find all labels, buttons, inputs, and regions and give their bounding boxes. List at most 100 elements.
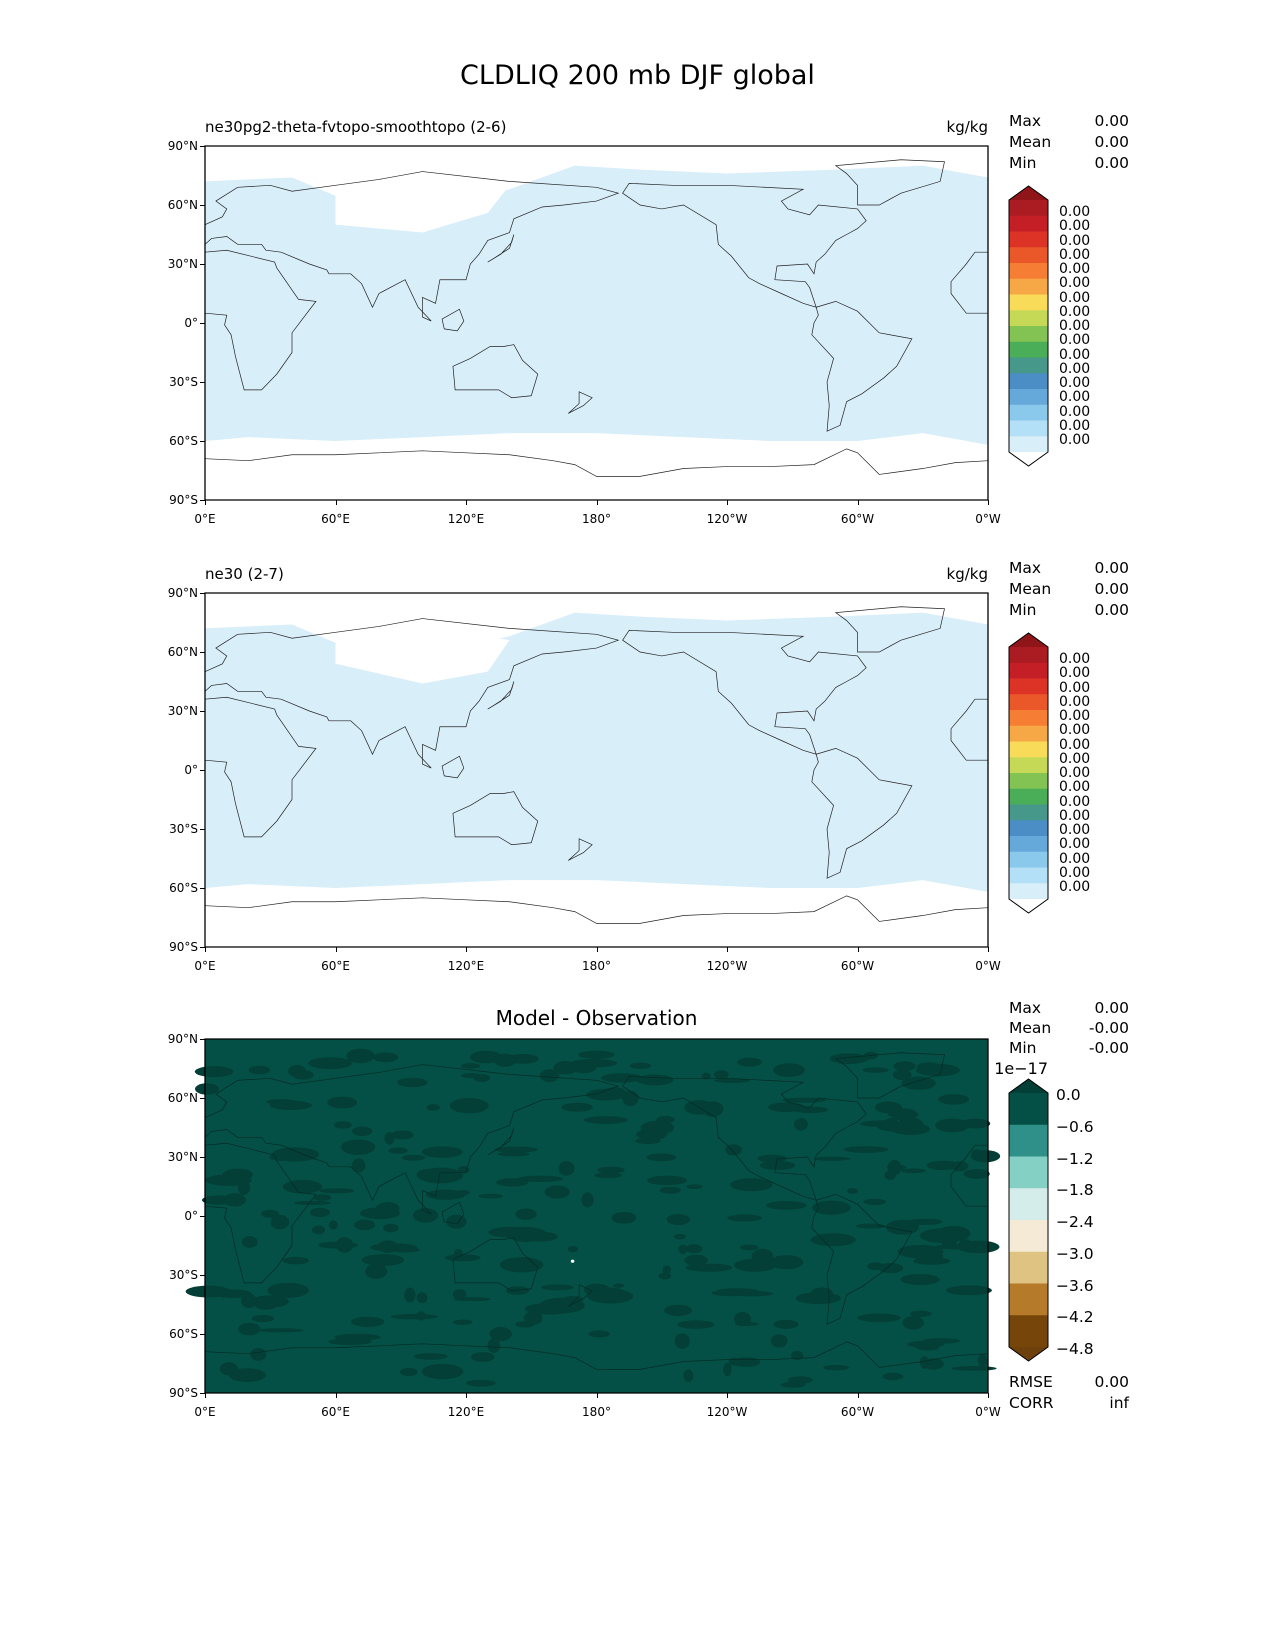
- colorbar-tick-label: 0.00: [1059, 204, 1091, 220]
- colorbar-segment: [1009, 725, 1048, 742]
- difference-patch: [567, 1245, 579, 1253]
- colorbar-segment: [1009, 247, 1048, 264]
- difference-patch: [333, 1121, 352, 1129]
- difference-patch: [515, 1208, 537, 1220]
- colorbar-segment: [1009, 1251, 1048, 1284]
- lat-tick-label: 30°S: [169, 1268, 198, 1282]
- coastline-borneo: [442, 1202, 464, 1224]
- lon-tick-mark: [466, 500, 467, 505]
- difference-patch: [416, 1292, 428, 1304]
- difference-patch: [711, 1289, 756, 1297]
- colorbar-segment: [1009, 278, 1048, 295]
- difference-patch: [390, 1130, 414, 1140]
- coastline-eurasia: [205, 172, 618, 321]
- difference-patch: [383, 1223, 399, 1233]
- colorbar-3: [1008, 1078, 1049, 1362]
- coastline-nz: [568, 1285, 592, 1307]
- colorbar-segment: [1009, 757, 1048, 774]
- lon-tick-mark: [988, 500, 989, 505]
- lat-tick-mark: [200, 652, 205, 653]
- difference-patch: [813, 1156, 851, 1161]
- stat-label: Max: [1009, 559, 1042, 577]
- lon-tick-label: 0°W: [975, 959, 1001, 973]
- lon-tick-label: 180°: [582, 959, 611, 973]
- lon-tick-mark: [727, 500, 728, 505]
- lat-tick-label: 90°S: [169, 940, 198, 954]
- difference-patch: [318, 1241, 359, 1249]
- difference-patch: [812, 1200, 851, 1215]
- lat-tick-mark: [200, 593, 205, 594]
- colorbar-tick-label: 0.00: [1059, 275, 1091, 292]
- difference-patch: [594, 1172, 622, 1179]
- difference-patch: [773, 1063, 805, 1077]
- coastline-samerica: [812, 1194, 912, 1324]
- difference-patch: [583, 1116, 629, 1124]
- lon-tick-mark: [205, 500, 206, 505]
- lat-tick-mark: [200, 441, 205, 442]
- difference-patch: [578, 1050, 615, 1059]
- difference-patch: [810, 1287, 833, 1300]
- colorbar-tick-label: 0.00: [1059, 750, 1091, 767]
- difference-patch: [684, 1254, 708, 1266]
- colorbar-segment: [1009, 804, 1048, 821]
- lat-tick-mark: [200, 1334, 205, 1335]
- colorbar-segment: [1009, 420, 1048, 437]
- stat-label: Mean: [1009, 133, 1052, 151]
- lat-tick-mark: [200, 711, 205, 712]
- difference-patch: [662, 1265, 672, 1275]
- difference-patch: [732, 1180, 763, 1187]
- stat-label: Max: [1009, 112, 1042, 130]
- difference-patch: [412, 1208, 439, 1223]
- difference-patch: [793, 1118, 808, 1131]
- colorbar-tick-label: 0.00: [1059, 332, 1091, 349]
- difference-patch: [951, 1366, 997, 1371]
- lat-tick-label: 60°N: [167, 198, 198, 212]
- stat-value: 0.00: [1094, 601, 1129, 619]
- difference-patch: [733, 1258, 776, 1272]
- difference-patch: [946, 1285, 992, 1296]
- lon-tick-mark: [727, 1393, 728, 1398]
- difference-patch: [465, 1379, 496, 1387]
- difference-patch: [241, 1236, 258, 1248]
- difference-patch: [737, 1057, 763, 1067]
- stat-label: Min: [1009, 1039, 1037, 1057]
- colorbar-extend-max: [1009, 633, 1048, 647]
- difference-patch: [269, 1100, 313, 1110]
- cloud-liquid-field: [205, 612, 988, 892]
- colorbar-tick-label: −1.2: [1056, 1149, 1094, 1168]
- coastline-nz: [568, 839, 592, 861]
- coastline-namerica: [623, 1076, 867, 1200]
- lat-tick-label: 0°: [184, 1209, 198, 1223]
- lat-tick-label: 60°N: [167, 645, 198, 659]
- colorbar-segment: [1009, 741, 1048, 758]
- difference-point: [570, 1259, 575, 1263]
- lat-tick-label: 60°N: [167, 1091, 198, 1105]
- lat-tick-label: 90°N: [167, 139, 198, 153]
- difference-patch: [499, 1257, 544, 1273]
- colorbar-segment: [1009, 200, 1048, 217]
- colorbar-segment: [1009, 1220, 1048, 1253]
- difference-patch: [935, 1118, 970, 1133]
- colorbar-segment: [1009, 310, 1048, 327]
- coastline-japan: [488, 682, 514, 710]
- lat-tick-mark: [200, 205, 205, 206]
- difference-patch: [487, 1338, 501, 1353]
- difference-patch: [922, 1338, 960, 1344]
- difference-patch: [523, 1311, 543, 1325]
- difference-patch: [765, 1201, 807, 1210]
- difference-patch: [444, 1254, 481, 1262]
- colorbar-tick-label: −3.6: [1056, 1276, 1094, 1295]
- difference-patch: [907, 1218, 943, 1226]
- difference-patch: [185, 1285, 231, 1298]
- difference-patch: [634, 1137, 661, 1145]
- colorbar-tick-label: 0.00: [1059, 807, 1091, 824]
- lon-tick-label: 0°E: [194, 1405, 216, 1419]
- difference-patch: [351, 1158, 366, 1173]
- difference-patch: [963, 1168, 990, 1179]
- lon-tick-mark: [466, 1393, 467, 1398]
- colorbar-outline: [1008, 1078, 1049, 1362]
- difference-patch: [219, 1362, 239, 1376]
- figure-title: CLDLIQ 200 mb DJF global: [460, 60, 815, 91]
- colorbar-outline: [1008, 185, 1049, 467]
